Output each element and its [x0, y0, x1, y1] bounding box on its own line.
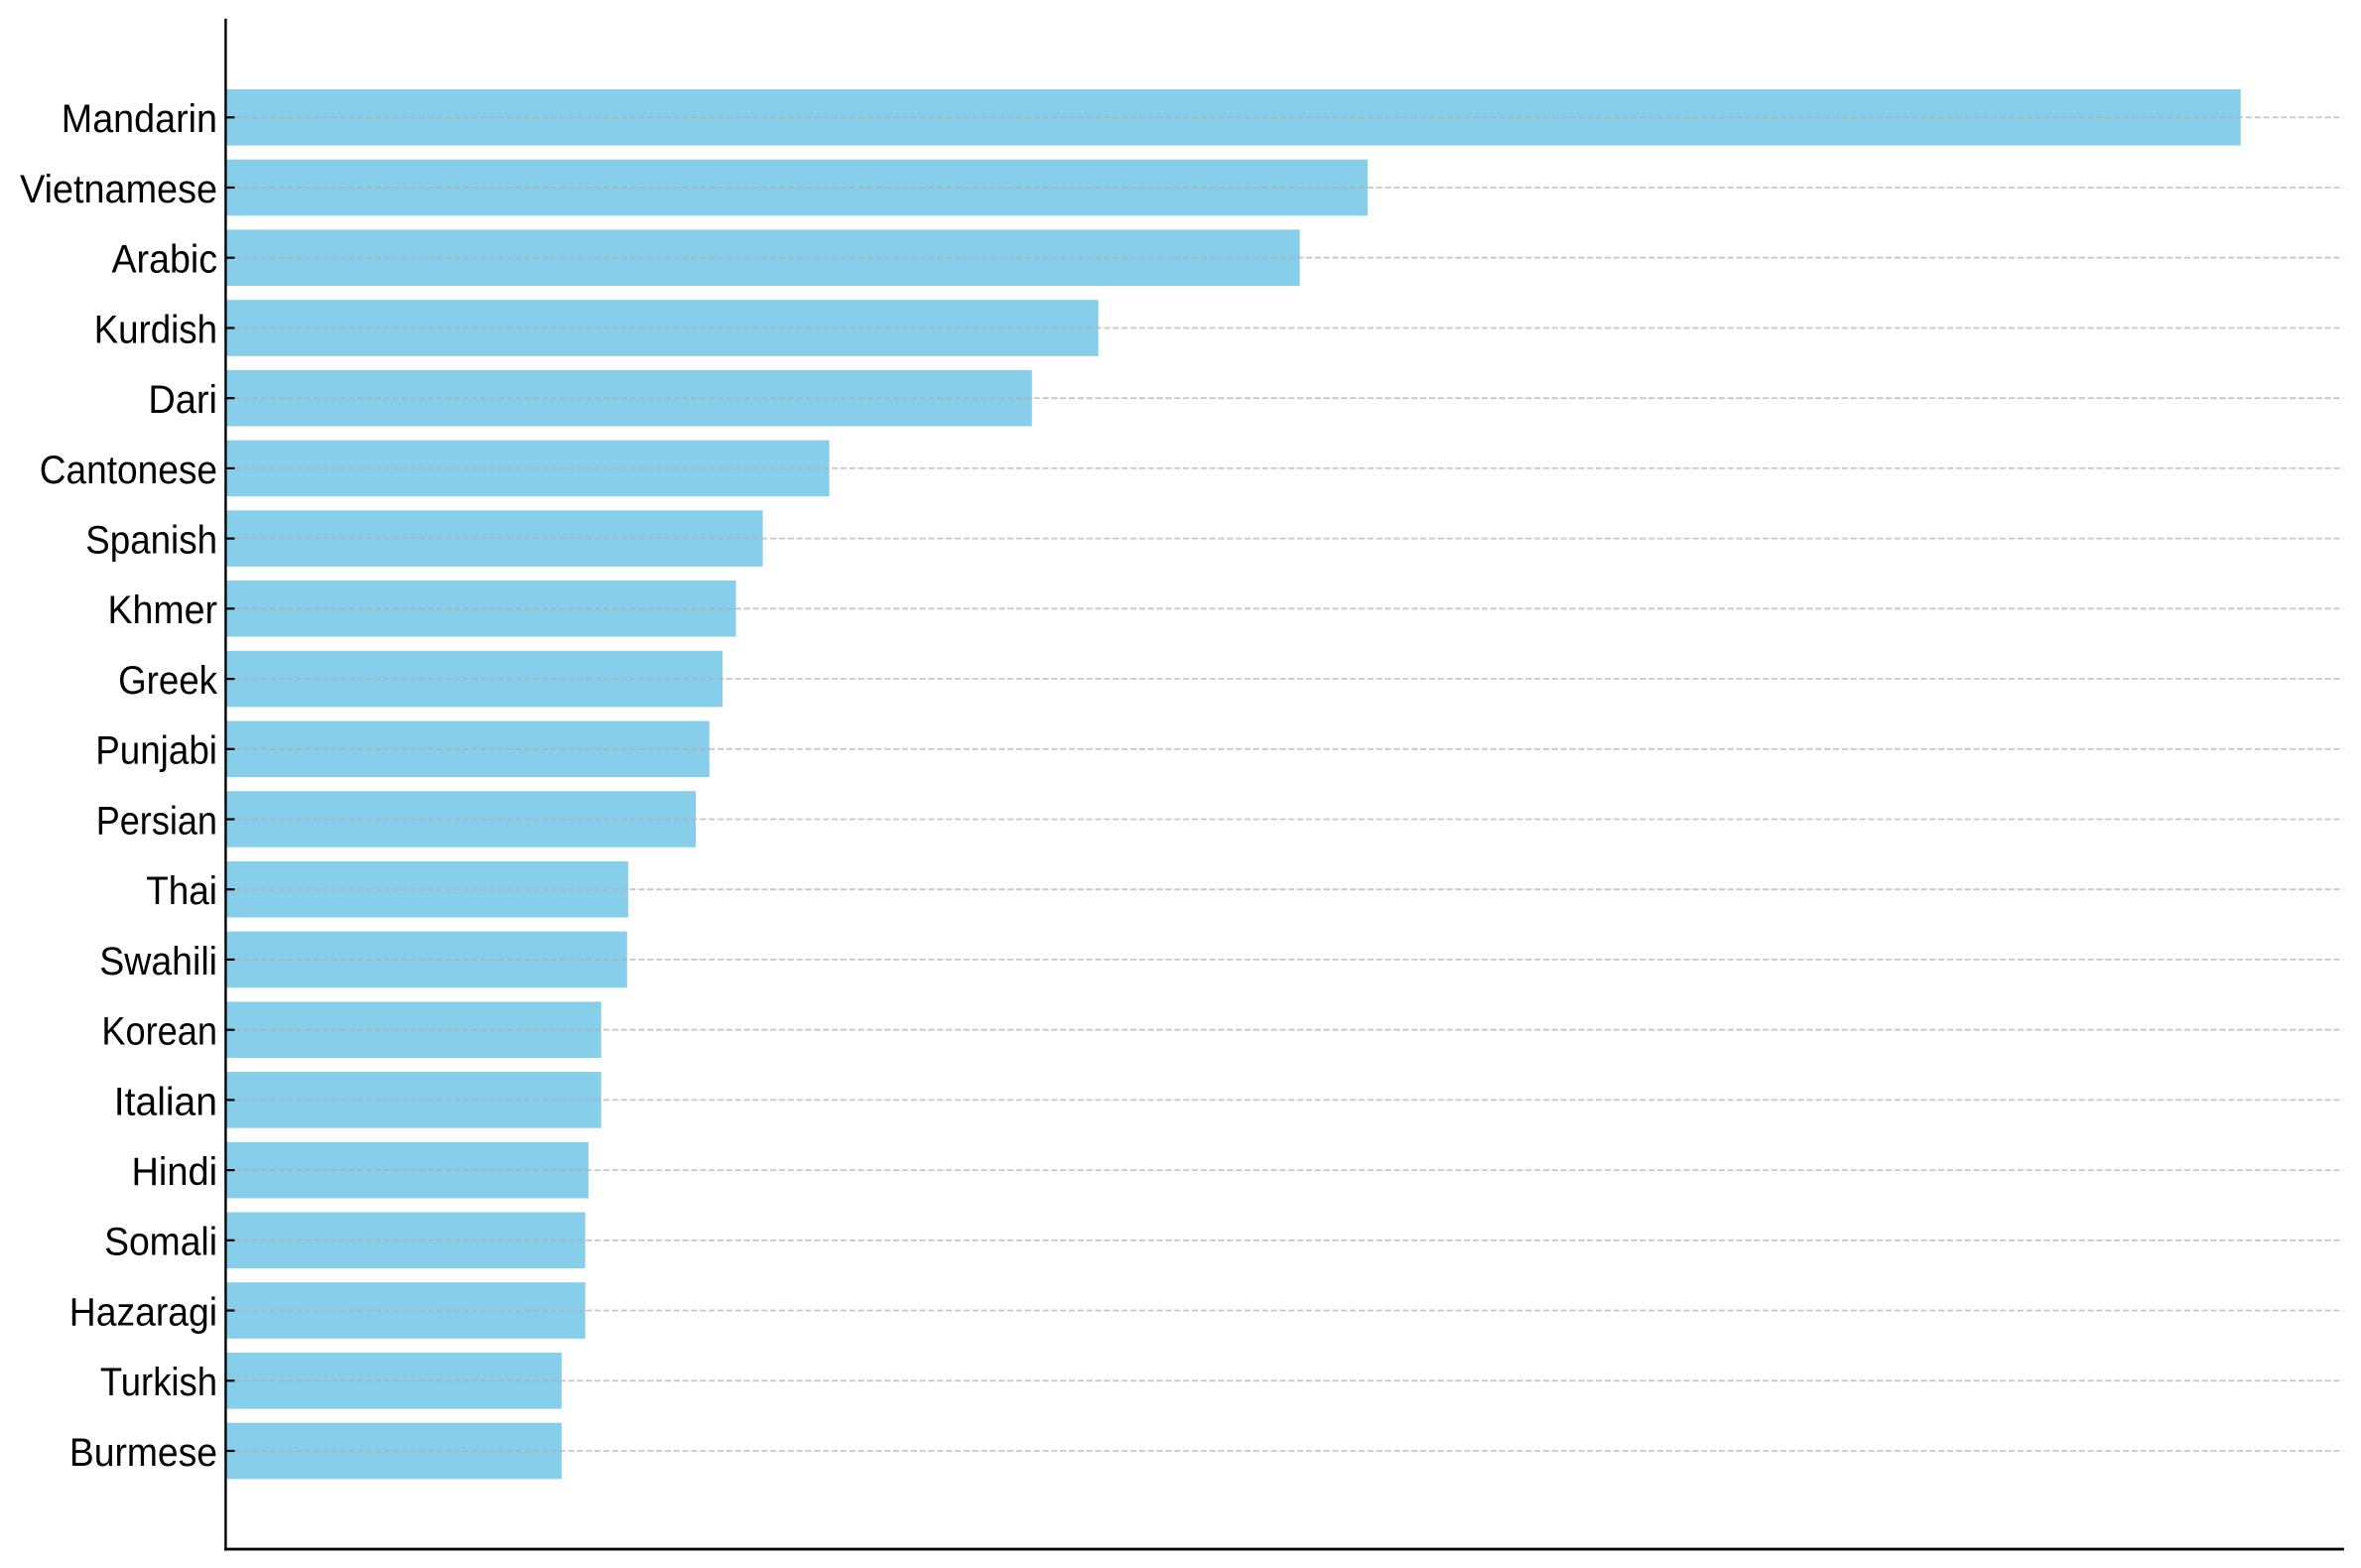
svg-text:Khmer: Khmer: [108, 588, 218, 632]
svg-text:Kurdish: Kurdish: [94, 308, 217, 351]
svg-text:Swahili: Swahili: [99, 940, 217, 983]
svg-text:Greek: Greek: [118, 659, 217, 703]
svg-text:Cantonese: Cantonese: [40, 449, 217, 492]
svg-text:Turkish: Turkish: [100, 1361, 217, 1404]
svg-text:Persian: Persian: [96, 799, 217, 843]
svg-text:Burmese: Burmese: [69, 1431, 217, 1475]
svg-text:Thai: Thai: [146, 869, 217, 913]
svg-text:Italian: Italian: [114, 1080, 217, 1123]
svg-text:Hindi: Hindi: [132, 1150, 218, 1194]
svg-text:Vietnamese: Vietnamese: [20, 168, 217, 211]
svg-text:Hazaragi: Hazaragi: [69, 1290, 217, 1334]
svg-text:Somali: Somali: [104, 1221, 217, 1264]
svg-text:Arabic: Arabic: [112, 238, 218, 282]
svg-text:Dari: Dari: [148, 378, 217, 422]
svg-text:Korean: Korean: [101, 1010, 217, 1054]
svg-text:Punjabi: Punjabi: [95, 729, 217, 773]
svg-text:Spanish: Spanish: [85, 519, 217, 563]
svg-text:Mandarin: Mandarin: [62, 97, 217, 141]
